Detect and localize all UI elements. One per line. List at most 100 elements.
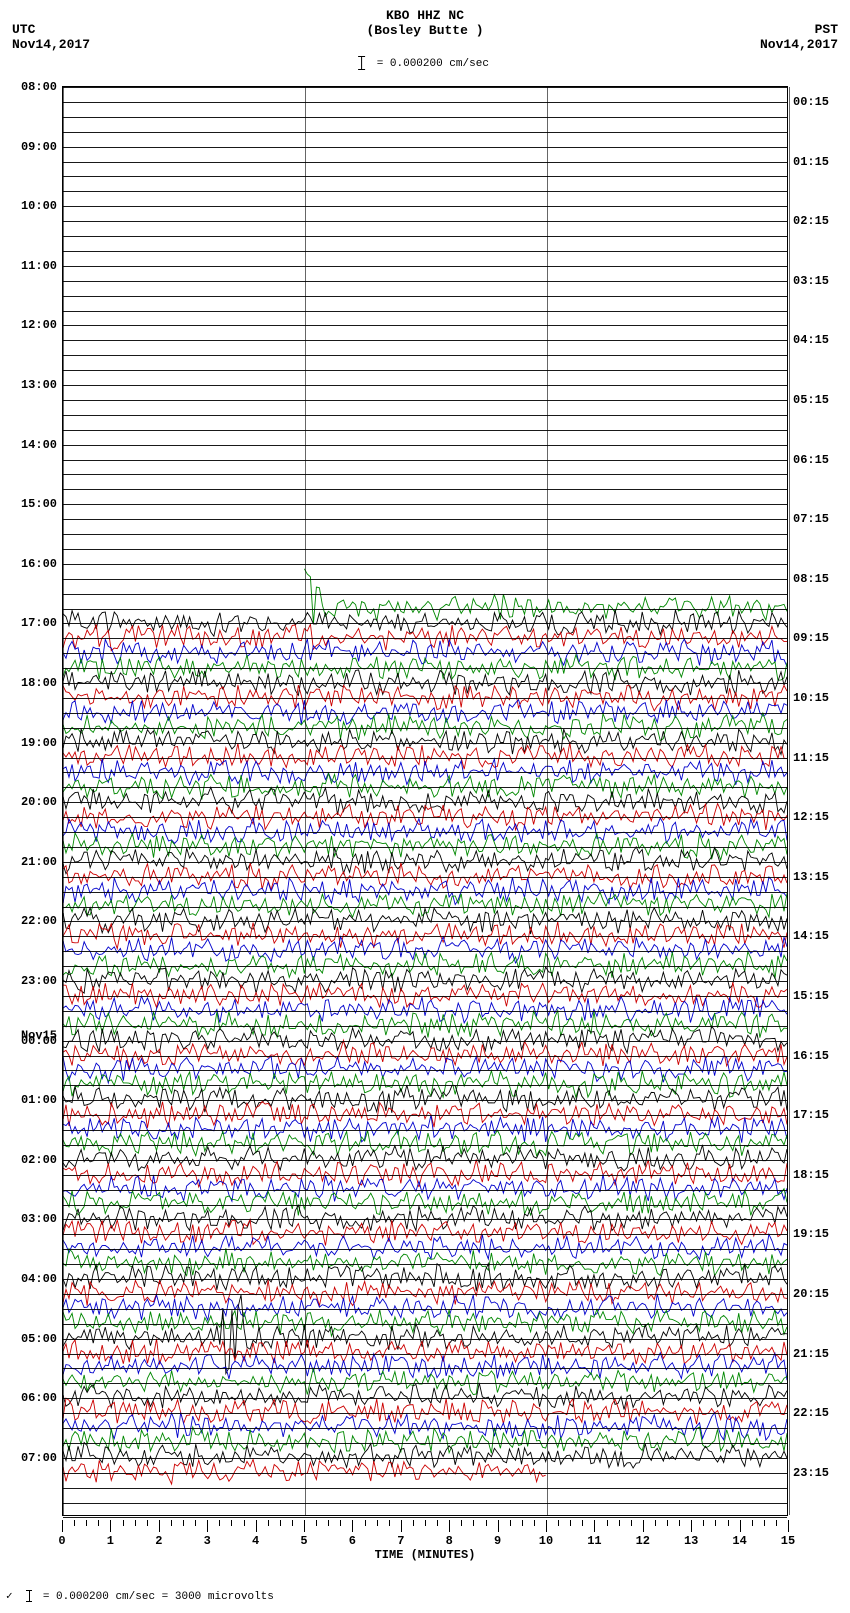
xtick-minor <box>437 1520 438 1526</box>
xtick-minor <box>752 1520 753 1526</box>
seismic-trace <box>63 1294 787 1320</box>
grid-vline <box>547 87 548 1515</box>
grid-hline <box>63 668 787 669</box>
grid-hline <box>63 1011 787 1012</box>
scale-legend: = 0.000200 cm/sec <box>361 56 489 70</box>
pst-time-label: 19:15 <box>793 1227 829 1241</box>
pst-time-label: 20:15 <box>793 1287 829 1301</box>
seismic-trace <box>63 1011 787 1038</box>
scale-bar-icon <box>361 56 362 70</box>
pst-time-label: 21:15 <box>793 1347 829 1361</box>
pst-time-label: 12:15 <box>793 810 829 824</box>
xtick-label: 7 <box>397 1534 404 1548</box>
grid-hline <box>63 191 787 192</box>
seismic-trace <box>63 1174 787 1201</box>
grid-hline <box>63 117 787 118</box>
xtick-minor <box>776 1520 777 1526</box>
header-left: UTC Nov14,2017 <box>12 22 90 52</box>
grid-hline <box>63 519 787 520</box>
grid-hline <box>63 1413 787 1414</box>
xtick-major <box>546 1520 547 1532</box>
xtick-minor <box>171 1520 172 1526</box>
grid-hline <box>63 385 787 386</box>
utc-time-label: 12:00 <box>21 318 57 332</box>
xtick-minor <box>389 1520 390 1526</box>
utc-time-label: 13:00 <box>21 378 57 392</box>
xtick-minor <box>631 1520 632 1526</box>
grid-hline <box>63 489 787 490</box>
grid-hline <box>63 1309 787 1310</box>
grid-hline <box>63 415 787 416</box>
utc-time-label: 14:00 <box>21 438 57 452</box>
helicorder-plot: 08:0009:0010:0011:0012:0013:0014:0015:00… <box>62 86 788 1516</box>
xtick-label: 4 <box>252 1534 259 1548</box>
seismic-trace <box>63 1071 787 1098</box>
xtick-minor <box>486 1520 487 1526</box>
grid-hline <box>63 966 787 967</box>
grid-hline <box>63 370 787 371</box>
seismogram-traces <box>63 87 787 1515</box>
seismic-trace <box>63 1353 787 1380</box>
grid-hline <box>63 892 787 893</box>
grid-hline <box>63 698 787 699</box>
xtick-minor <box>340 1520 341 1526</box>
utc-time-label: 10:00 <box>21 199 57 213</box>
grid-hline <box>63 1234 787 1235</box>
xtick-minor <box>195 1520 196 1526</box>
seismic-trace <box>63 1205 787 1231</box>
xtick-minor <box>123 1520 124 1526</box>
x-axis-title: TIME (MINUTES) <box>375 1548 476 1562</box>
grid-hline <box>63 1354 787 1355</box>
grid-hline <box>63 832 787 833</box>
xtick-minor <box>715 1520 716 1526</box>
xtick-major <box>304 1520 305 1532</box>
grid-hline <box>63 1324 787 1325</box>
grid-hline <box>63 951 787 952</box>
grid-hline <box>63 623 787 624</box>
xtick-minor <box>522 1520 523 1526</box>
xtick-minor <box>365 1520 366 1526</box>
pst-tz-label: PST <box>760 22 838 37</box>
grid-hline <box>63 1130 787 1131</box>
grid-hline <box>63 325 787 326</box>
xtick-minor <box>328 1520 329 1526</box>
xtick-minor <box>764 1520 765 1526</box>
utc-date: Nov14,2017 <box>12 37 90 52</box>
grid-hline <box>63 534 787 535</box>
seismic-trace <box>63 1234 787 1259</box>
xtick-minor <box>292 1520 293 1526</box>
xtick-major <box>498 1520 499 1532</box>
grid-hline <box>63 847 787 848</box>
grid-hline <box>63 1383 787 1384</box>
seismic-trace <box>63 982 787 1007</box>
grid-hline <box>63 1339 787 1340</box>
xtick-minor <box>74 1520 75 1526</box>
grid-hline <box>63 474 787 475</box>
xtick-major <box>401 1520 402 1532</box>
seismic-trace <box>63 729 787 755</box>
grid-hline <box>63 1041 787 1042</box>
seismic-trace <box>63 1398 787 1424</box>
grid-hline <box>63 936 787 937</box>
grid-hline <box>63 1145 787 1146</box>
grid-hline <box>63 594 787 595</box>
pst-time-label: 02:15 <box>793 214 829 228</box>
utc-time-label: 22:00 <box>21 914 57 928</box>
xtick-minor <box>619 1520 620 1526</box>
xtick-label: 12 <box>636 1534 650 1548</box>
grid-hline <box>63 504 787 505</box>
title-line2: (Bosley Butte ) <box>366 23 483 38</box>
xtick-label: 5 <box>300 1534 307 1548</box>
grid-hline <box>63 1264 787 1265</box>
seismic-trace <box>304 569 787 624</box>
grid-hline <box>63 400 787 401</box>
xtick-major <box>691 1520 692 1532</box>
grid-hline <box>63 758 787 759</box>
xtick-label: 15 <box>781 1534 795 1548</box>
grid-hline <box>63 1085 787 1086</box>
xtick-major <box>740 1520 741 1532</box>
xtick-minor <box>558 1520 559 1526</box>
pst-time-label: 22:15 <box>793 1406 829 1420</box>
pst-time-label: 15:15 <box>793 989 829 1003</box>
xtick-minor <box>244 1520 245 1526</box>
